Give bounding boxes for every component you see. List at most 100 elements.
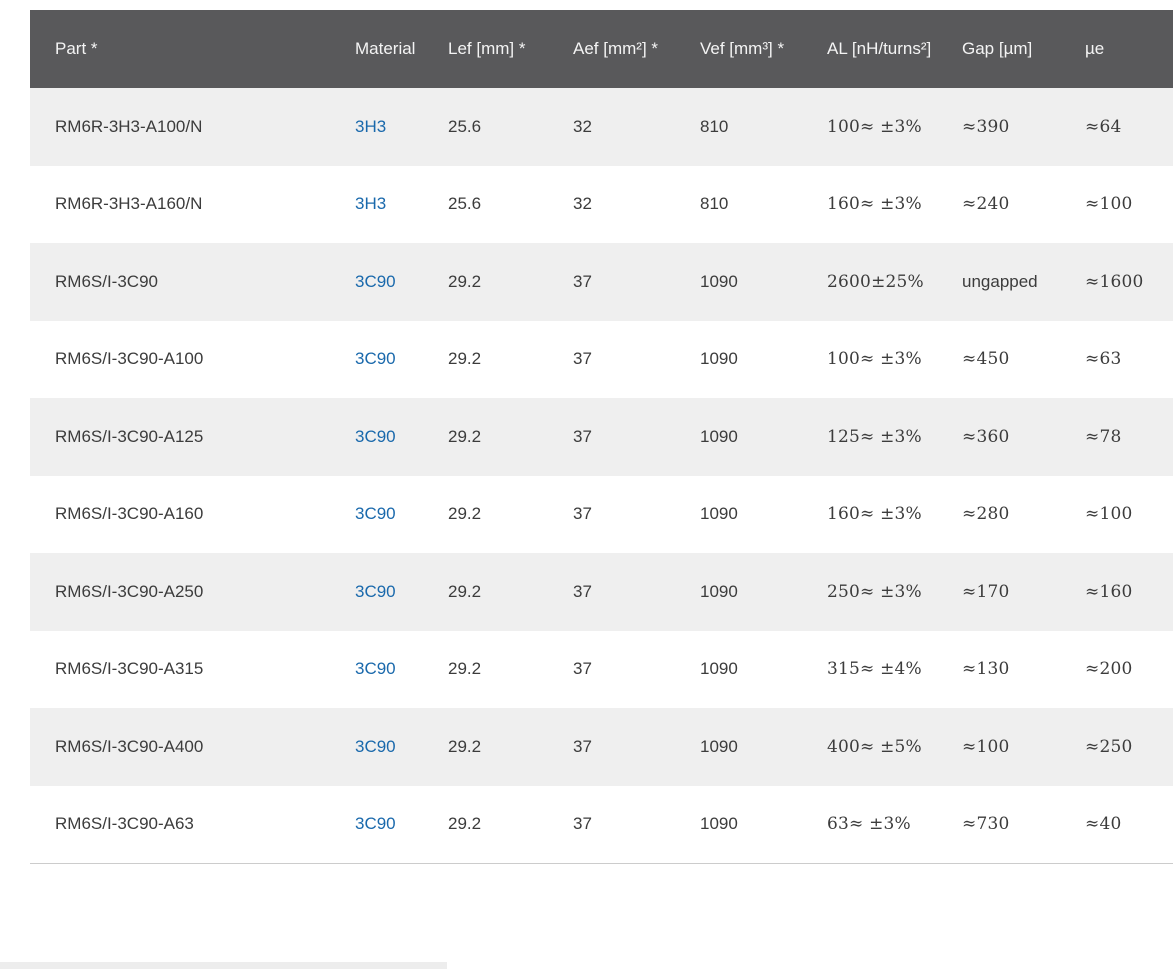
cell-aef: 37 xyxy=(573,785,700,864)
cell-al: 400≈ ±5% xyxy=(827,736,922,757)
cell-ue: ≈1600 xyxy=(1085,271,1144,292)
cell-aef: 37 xyxy=(573,349,592,369)
table-row: RM6S/I-3C90-A315 3C90 29.2 37 1090 315≈ ±4% ≈1… xyxy=(30,630,1173,709)
table-row: RM6S/I-3C90-A400 3C90 29.2 37 1090 400≈ ±5% ≈1… xyxy=(30,708,1173,786)
material-link[interactable]: 3C90 xyxy=(355,426,396,446)
cell-material: 3C90 xyxy=(355,243,448,321)
cell-aef: 32 xyxy=(573,116,592,136)
column-header-lef: Lef [mm] * xyxy=(448,10,573,88)
cell-vef: 1090 xyxy=(700,271,738,291)
cell-al: 125≈ ±3% xyxy=(827,426,922,447)
table-row: RM6S/I-3C90-A100 3C90 29.2 37 1090 100≈ ±3% ≈4… xyxy=(30,320,1173,399)
cell-lef: 29.2 xyxy=(448,659,482,679)
cell-lef: 29.2 xyxy=(448,271,482,291)
cell-al: 100≈ ±3% xyxy=(827,349,922,370)
table-row: RM6S/I-3C90-A63 3C90 29.2 37 1090 63≈ ±3% ≈730… xyxy=(30,785,1173,864)
table-row: RM6R-3H3-A100/N 3H3 25.6 32 810 100≈ ±3% ≈390 ≈… xyxy=(30,88,1173,166)
table-header-row: Part * Material Lef [mm] * Aef [mm²] * Vef [… xyxy=(30,10,1173,88)
table-row: RM6S/I-3C90-A160 3C90 29.2 37 1090 160≈ ±3% ≈2… xyxy=(30,475,1173,553)
cell-al: 2600±25% xyxy=(827,271,924,292)
cell-part: RM6S/I-3C90-A160 xyxy=(55,504,204,524)
cell-aef: 32 xyxy=(573,194,592,214)
cell-part: RM6S/I-3C90 xyxy=(55,271,158,291)
cell-part: RM6S/I-3C90-A250 xyxy=(55,581,204,601)
cell-material: 3C90 xyxy=(355,631,448,709)
cell-part: RM6S/I-3C90-A100 xyxy=(55,349,204,369)
cell-aef: 37 xyxy=(573,504,592,524)
cell-aef: 37 xyxy=(573,271,592,291)
cell-gap: ≈730 xyxy=(962,785,1085,864)
column-header-part: Part * xyxy=(30,10,355,88)
core-spec-table: Part * Material Lef [mm] * Aef [mm²] * Vef [… xyxy=(30,10,1173,864)
cell-gap: ≈360 xyxy=(962,426,1010,447)
cell-ue: ≈78 xyxy=(1085,426,1122,447)
cell-part: RM6S/I-3C90-A400 xyxy=(55,736,204,756)
column-header-aef: Aef [mm²] * xyxy=(573,10,700,88)
cell-ue: ≈63 xyxy=(1085,349,1122,370)
cell-aef: 37 xyxy=(573,736,592,756)
material-link[interactable]: 3C90 xyxy=(355,659,396,679)
cell-material: 3H3 xyxy=(355,166,448,244)
table-row: RM6S/I-3C90-A250 3C90 29.2 37 1090 250≈ ±3% ≈1… xyxy=(30,553,1173,631)
cell-material: 3C90 xyxy=(355,553,448,631)
cell-ue: ≈64 xyxy=(1085,116,1122,137)
cell-aef: 37 xyxy=(573,659,592,679)
material-link[interactable]: 3C90 xyxy=(355,504,396,524)
cell-gap: ≈130 xyxy=(962,659,1010,680)
cell-material: 3C90 xyxy=(355,398,448,476)
cell-part: RM6S/I-3C90-A63 xyxy=(30,785,355,864)
cell-al: 160≈ ±3% xyxy=(827,504,922,525)
table-body: RM6R-3H3-A100/N 3H3 25.6 32 810 100≈ ±3% ≈390 ≈… xyxy=(30,88,1173,864)
cell-gap: ≈240 xyxy=(962,194,1010,215)
cell-lef: 25.6 xyxy=(448,194,482,214)
cell-al: 100≈ ±3% xyxy=(827,116,922,137)
cell-lef: 29.2 xyxy=(448,785,573,864)
cell-gap: ≈280 xyxy=(962,504,1010,525)
cell-ue: ≈40 xyxy=(1085,785,1173,864)
cell-ue: ≈160 xyxy=(1085,581,1133,602)
cell-lef: 25.6 xyxy=(448,116,482,136)
material-link[interactable]: 3C90 xyxy=(355,271,396,291)
material-link[interactable]: 3C90 xyxy=(355,349,396,369)
cell-gap: ≈450 xyxy=(962,349,1010,370)
material-link[interactable]: 3C90 xyxy=(355,581,396,601)
cell-vef: 1090 xyxy=(700,736,738,756)
cell-vef: 1090 xyxy=(700,504,738,524)
cell-vef: 1090 xyxy=(700,659,738,679)
material-link[interactable]: 3H3 xyxy=(355,194,387,214)
cell-material: 3H3 xyxy=(355,88,448,166)
cell-vef: 810 xyxy=(700,194,729,214)
column-header-al: AL [nH/turns²] xyxy=(827,10,962,88)
material-link[interactable]: 3C90 xyxy=(355,736,396,756)
column-header-ue: µe xyxy=(1085,10,1173,88)
table-row: RM6R-3H3-A160/N 3H3 25.6 32 810 160≈ ±3% ≈240 ≈… xyxy=(30,165,1173,244)
column-header-vef: Vef [mm³] * xyxy=(700,10,827,88)
cell-lef: 29.2 xyxy=(448,349,482,369)
cell-lef: 29.2 xyxy=(448,581,482,601)
cell-aef: 37 xyxy=(573,426,592,446)
cell-part: RM6S/I-3C90-A315 xyxy=(55,659,204,679)
cell-material: 3C90 xyxy=(355,321,448,399)
table-row: RM6S/I-3C90-A125 3C90 29.2 37 1090 125≈ ±3% ≈3… xyxy=(30,398,1173,476)
cell-al: 250≈ ±3% xyxy=(827,581,922,602)
next-section-edge xyxy=(0,962,447,969)
cell-lef: 29.2 xyxy=(448,736,482,756)
cell-lef: 29.2 xyxy=(448,504,482,524)
cell-part: RM6R-3H3-A160/N xyxy=(55,194,203,214)
cell-ue: ≈100 xyxy=(1085,194,1133,215)
cell-material: 3C90 xyxy=(355,785,448,864)
cell-gap: ≈100 xyxy=(962,736,1010,757)
cell-aef: 37 xyxy=(573,581,592,601)
column-header-gap: Gap [µm] xyxy=(962,10,1085,88)
cell-al: 160≈ ±3% xyxy=(827,194,922,215)
column-header-material: Material xyxy=(355,10,448,88)
material-link[interactable]: 3C90 xyxy=(355,814,396,833)
material-link[interactable]: 3H3 xyxy=(355,116,387,136)
cell-part: RM6R-3H3-A100/N xyxy=(55,116,203,136)
cell-gap: ≈170 xyxy=(962,581,1010,602)
cell-vef: 1090 xyxy=(700,785,827,864)
cell-gap: ≈390 xyxy=(962,116,1010,137)
cell-ue: ≈250 xyxy=(1085,736,1133,757)
table-row: RM6S/I-3C90 3C90 29.2 37 1090 2600±25% ungappe… xyxy=(30,243,1173,321)
